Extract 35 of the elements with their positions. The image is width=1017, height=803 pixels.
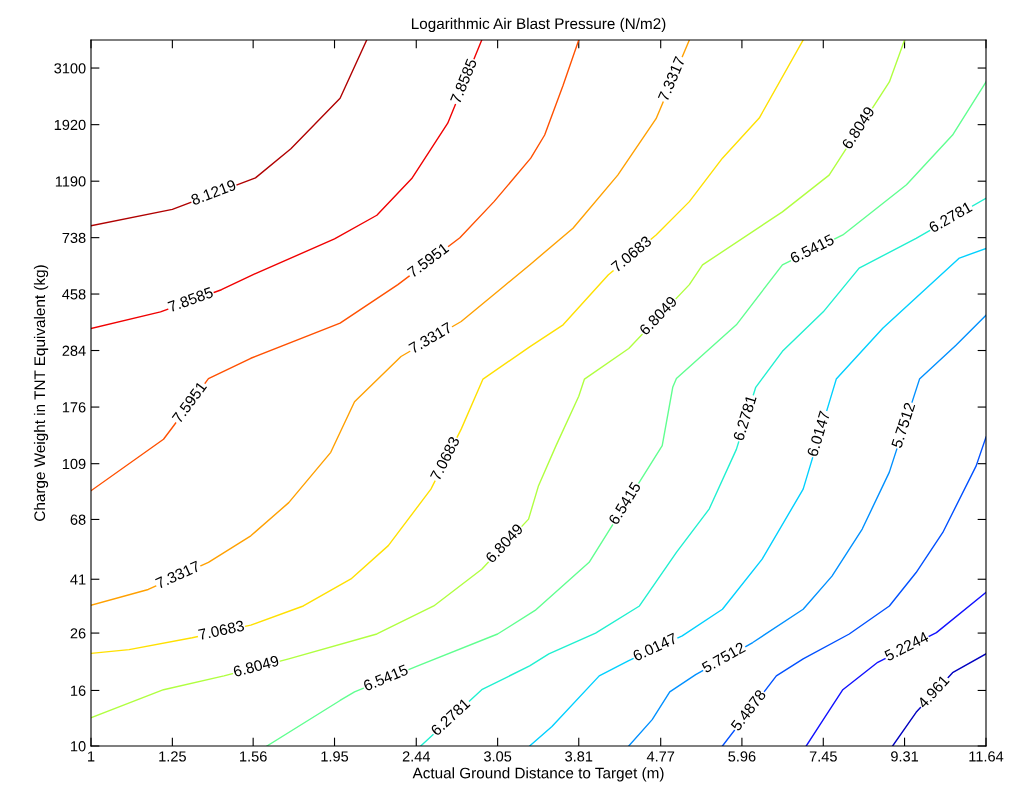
y-tick-label: 458	[62, 289, 86, 300]
y-axis-title: Charge Weight in TNT Equivalent (kg)	[33, 265, 49, 521]
y-tick-label: 10	[71, 741, 86, 752]
text: 7.8585	[167, 286, 214, 313]
y-tick-label: 738	[62, 232, 86, 244]
x-tick-label: 1.25	[159, 751, 186, 762]
y-tick-label: 68	[70, 514, 86, 525]
text: 7.0683	[198, 620, 245, 641]
x-tick-label: 5.96	[728, 751, 756, 762]
chart-title: Logarithmic Air Blast Pressure (N/m2)	[411, 17, 666, 33]
x-tick-label: 1	[88, 751, 95, 762]
y-tick-label: 16	[71, 685, 86, 696]
text: 6.0147	[806, 410, 831, 457]
x-tick-label: 2.44	[402, 751, 431, 762]
y-tick-label: 284	[62, 345, 86, 356]
x-tick-label: 9.31	[891, 751, 919, 762]
y-tick-label: 176	[62, 402, 86, 413]
x-axis-title: Actual Ground Distance to Target (m)	[412, 767, 664, 782]
y-tick-label: 41	[70, 574, 86, 585]
x-tick-label: 1.95	[321, 751, 349, 762]
text: 5.7512	[891, 402, 916, 449]
y-tick-label: 1190	[55, 176, 86, 187]
y-tick-label: 26	[70, 628, 86, 639]
text: 6.2781	[732, 394, 757, 442]
y-tick-label: 1920	[54, 119, 86, 131]
y-tick-label: 109	[62, 458, 86, 470]
x-tick-label: 4.77	[646, 751, 675, 762]
x-tick-label: 3.05	[484, 751, 512, 762]
text: 8.1219	[190, 179, 237, 206]
text: 6.8049	[232, 655, 280, 678]
x-tick-label: 1.56	[240, 751, 267, 762]
x-tick-label: 11.64	[969, 751, 1004, 762]
x-tick-label: 7.45	[809, 751, 837, 762]
x-tick-label: 3.81	[565, 751, 593, 762]
y-tick-label: 3100	[54, 63, 86, 74]
